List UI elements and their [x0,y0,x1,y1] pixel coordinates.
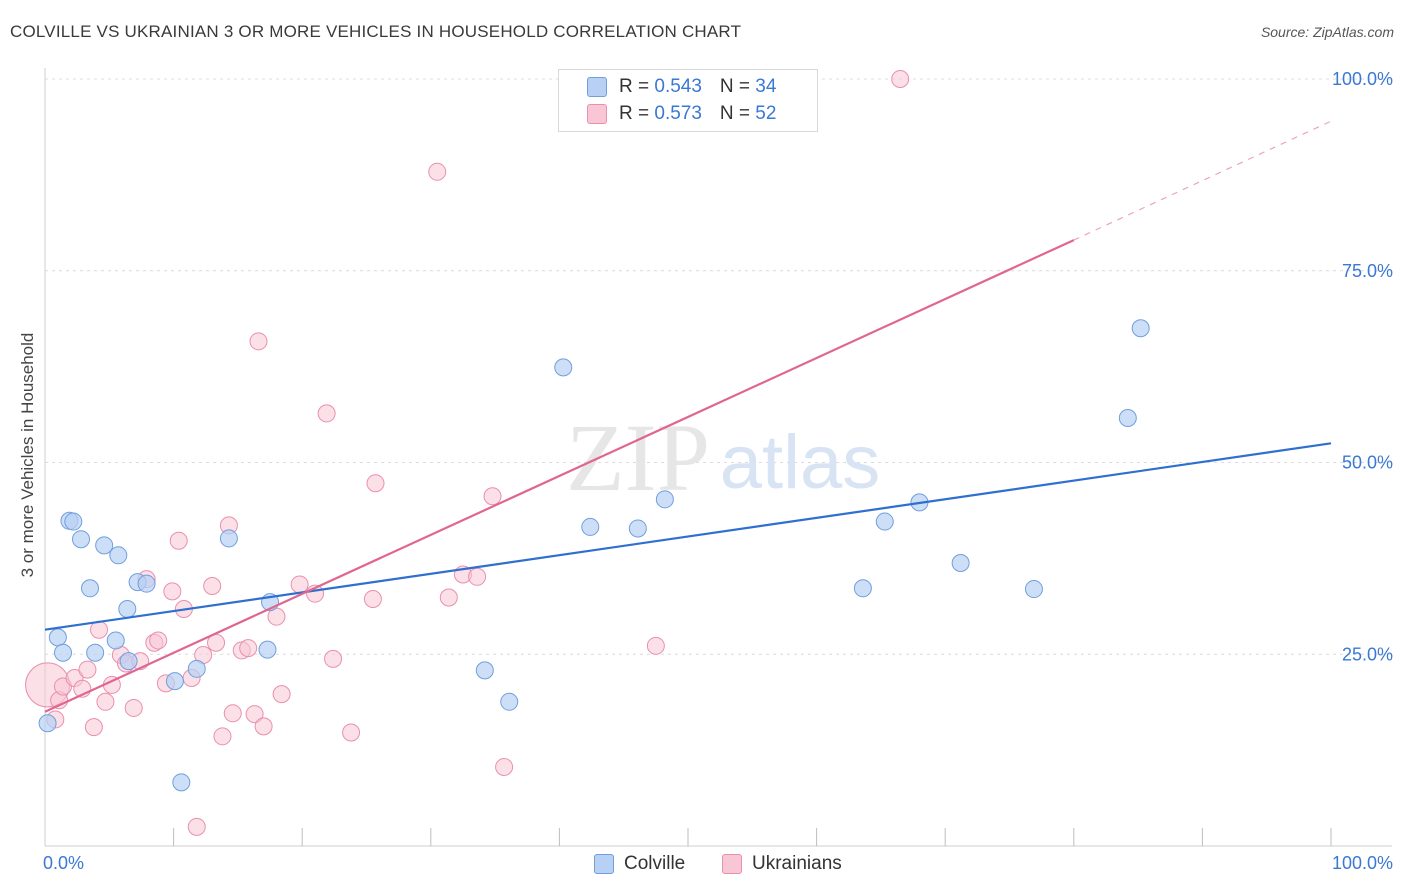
colville-point [165,672,184,691]
tick-labels: 25.0% 50.0% 75.0% 100.0% 0.0% 100.0% [43,69,1393,873]
colville-point [137,574,156,593]
colville-point [500,692,519,711]
colville-point [1131,319,1150,338]
colville-point [875,512,894,531]
ukrainians-point [163,582,182,601]
legend-row-colville: R = 0.543 N = 34 [587,76,777,98]
ukrainians-point [169,531,188,550]
colville-point [172,773,191,792]
colville-point [119,652,138,671]
legend-r-label: R = [619,76,655,97]
colville-points [38,319,1150,792]
ukrainians-point [468,567,487,586]
colville-point [86,643,105,662]
colville-point [628,519,647,538]
x-tick-label: 100.0% [1332,853,1393,873]
trend-lines [44,120,1332,713]
ukrainians-point [324,649,343,668]
colville-point [38,714,57,733]
legend-box: R = 0.543 N = 34 R = 0.573 N = 52 [558,69,818,132]
bottom-legend-ukrainians-label: Ukrainians [752,853,842,874]
ukrainians-point [124,698,143,717]
ukrainians-point [78,660,97,679]
ukrainians-point [149,631,168,650]
colville-point [81,579,100,598]
colville-point [258,640,277,659]
ukrainians-point [646,636,665,655]
legend-r-label: R = [619,103,655,124]
ukrainians-point [96,692,115,711]
watermark: ZIP atlas [566,404,880,511]
ukrainians-point [187,817,206,836]
ukrainians-point [363,590,382,609]
y-tick-label: 25.0% [1342,644,1393,664]
ukrainians-swatch [722,854,742,874]
ukrainians-point [245,705,264,724]
ukrainians-point [317,404,336,423]
colville-point [48,628,67,647]
grid-layer [45,78,1392,655]
colville-swatch [587,77,607,97]
ukrainians-point [272,685,291,704]
ukrainians-point [254,717,273,736]
colville-point [655,490,674,509]
axis-layer [44,68,1392,847]
watermark-atlas: atlas [720,420,881,505]
colville-point [109,546,128,565]
chart-title: COLVILLE VS UKRAINIAN 3 OR MORE VEHICLES… [10,22,742,41]
colville-point [95,536,114,555]
ukrainians-swatch [587,104,607,124]
y-tick-label: 75.0% [1342,261,1393,281]
watermark-zip: ZIP [566,404,710,511]
colville-point [118,599,137,618]
y-tick-label: 50.0% [1342,453,1393,473]
legend-n-value: 34 [755,76,777,97]
ukrainians-point [891,70,910,88]
colville-point [72,530,91,549]
ukrainians-point [428,162,447,181]
ukrainians-point [223,704,242,723]
colville-point [853,579,872,598]
colville-point [106,631,125,650]
colville-point [554,358,573,377]
bottom-legend-colville-label: Colville [624,853,686,874]
colville-point [581,517,600,536]
x-tick-label: 0.0% [43,853,84,873]
colville-point [219,529,238,548]
ukrainians-point [249,332,268,351]
legend-r-value: 0.543 [654,76,702,97]
legend-r-value: 0.573 [654,103,702,124]
source-label: Source: ZipAtlas.com [1260,24,1394,40]
colville-point [64,512,83,531]
ukrainians-trend-extension [1073,120,1332,241]
colville-point [475,661,494,680]
ukrainians-point [239,639,258,658]
ukrainians-point [439,588,458,607]
legend-n-label: N = [719,76,756,97]
ukrainians-point [203,576,222,595]
colville-point [54,643,73,662]
ukrainians-point [483,487,502,506]
colville-point [1024,580,1043,599]
colville-swatch [594,854,614,874]
colville-point [951,553,970,572]
colville-point [187,659,206,678]
colville-trend-line [44,442,1332,631]
ukrainians-point [495,757,514,776]
ukrainians-trend-line [44,239,1075,713]
ukrainians-point [84,718,103,737]
legend-n-value: 52 [755,103,777,124]
ukrainians-point [290,575,309,594]
bottom-legend-colville[interactable]: Colville [594,852,685,876]
ukrainians-point [213,727,232,746]
ukrainians-point [342,723,361,742]
bottom-legend-ukrainians[interactable]: Ukrainians [722,852,842,876]
y-tick-label: 100.0% [1332,69,1393,89]
ukrainians-point [366,474,385,493]
legend-row-ukrainians: R = 0.573 N = 52 [587,103,777,125]
colville-point [1118,409,1137,428]
legend-n-label: N = [719,103,756,124]
